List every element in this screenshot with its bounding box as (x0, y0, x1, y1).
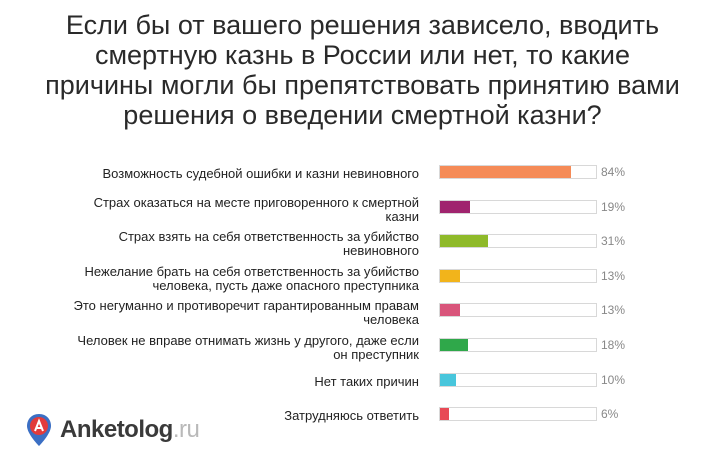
bar (440, 339, 469, 351)
category-label-line: человека (363, 312, 419, 328)
bar-track (439, 372, 597, 387)
category-label-line: казни (385, 208, 419, 224)
bar-track (439, 303, 597, 318)
category-label-line: он преступник (333, 347, 419, 362)
bar (440, 373, 456, 386)
bar-row: Это негуманно и противоречит гарантирова… (0, 296, 725, 332)
chart-title: Если бы от вашего решения зависело, ввод… (0, 10, 725, 130)
value-label: 10% (601, 372, 626, 387)
category-label: Нет таких причин (19, 373, 419, 389)
value-label: 13% (601, 268, 626, 283)
category-label-line: Страх оказаться на месте приговоренного … (93, 194, 419, 210)
value-label: 19% (601, 199, 626, 214)
category-label-line: человека, пусть даже опасного преступник… (152, 277, 419, 293)
value-label: 18% (601, 338, 626, 352)
bar-row: Человек не вправе отнимать жизнь у друго… (0, 331, 725, 367)
category-label-line: Возможность судебной ошибки и казни неви… (102, 166, 419, 181)
title-line: смертную казнь в России или нет, то каки… (94, 40, 631, 70)
bar (440, 304, 461, 317)
category-label: Это негуманно и противоречит гарантирова… (19, 299, 419, 327)
logo-name: Anketolog (60, 416, 173, 443)
logo-mark-icon (24, 412, 54, 448)
value-label: 6% (601, 407, 619, 422)
bar (440, 408, 450, 421)
bar-row: Страх оказаться на месте приговоренного … (0, 193, 725, 229)
anketolog-logo: Anketolog.ru (24, 412, 200, 448)
category-label: Страх взять на себя ответственность за у… (19, 230, 419, 258)
bar-track (439, 407, 597, 422)
bar-row: Затрудняюсь ответить 6% (0, 400, 725, 436)
category-label: Возможность судебной ошибки и казни неви… (19, 167, 419, 181)
bar (440, 200, 470, 213)
bar-track (439, 234, 597, 249)
bar (440, 269, 461, 282)
category-label-line: Это негуманно и противоречит гарантирова… (73, 298, 419, 314)
title-line: причины могли бы препятствовать принятию… (45, 70, 680, 100)
value-label: 13% (601, 303, 626, 318)
category-label: Человек не вправе отнимать жизнь у друго… (19, 334, 419, 362)
bar-track (439, 165, 597, 179)
value-label: 31% (601, 234, 626, 249)
category-label-line: невиновного (343, 243, 419, 259)
category-label-line: Нет таких причин (314, 373, 419, 389)
category-label-line: Человек не вправе отнимать жизнь у друго… (77, 333, 419, 348)
bar-row: Нежелание брать на себя ответственность … (0, 262, 725, 298)
title-line: Если бы от вашего решения зависело, ввод… (65, 10, 660, 40)
category-label-line: Затрудняюсь ответить (284, 408, 419, 424)
bar (440, 235, 489, 248)
logo-tld: .ru (172, 416, 200, 443)
title-line: решения о введении смертной казни? (123, 100, 602, 130)
value-label: 84% (601, 165, 626, 179)
category-label: Затрудняюсь ответить (19, 409, 419, 423)
category-label: Страх оказаться на месте приговоренного … (19, 194, 419, 224)
bar-row: Возможность судебной ошибки и казни неви… (0, 158, 725, 194)
bar-row: Нет таких причин 10% (0, 366, 725, 402)
bar-track (439, 338, 597, 352)
bar (440, 166, 572, 178)
logo-text: Anketolog.ru (60, 416, 200, 444)
category-label: Нежелание брать на себя ответственность … (19, 263, 419, 293)
bar-row: Страх взять на себя ответственность за у… (0, 227, 725, 263)
category-label-line: Нежелание брать на себя ответственность … (84, 263, 419, 279)
bar-track (439, 199, 597, 214)
category-label-line: Страх взять на себя ответственность за у… (118, 229, 419, 245)
bar-chart: Возможность судебной ошибки и казни неви… (0, 158, 725, 438)
bar-track (439, 268, 597, 283)
